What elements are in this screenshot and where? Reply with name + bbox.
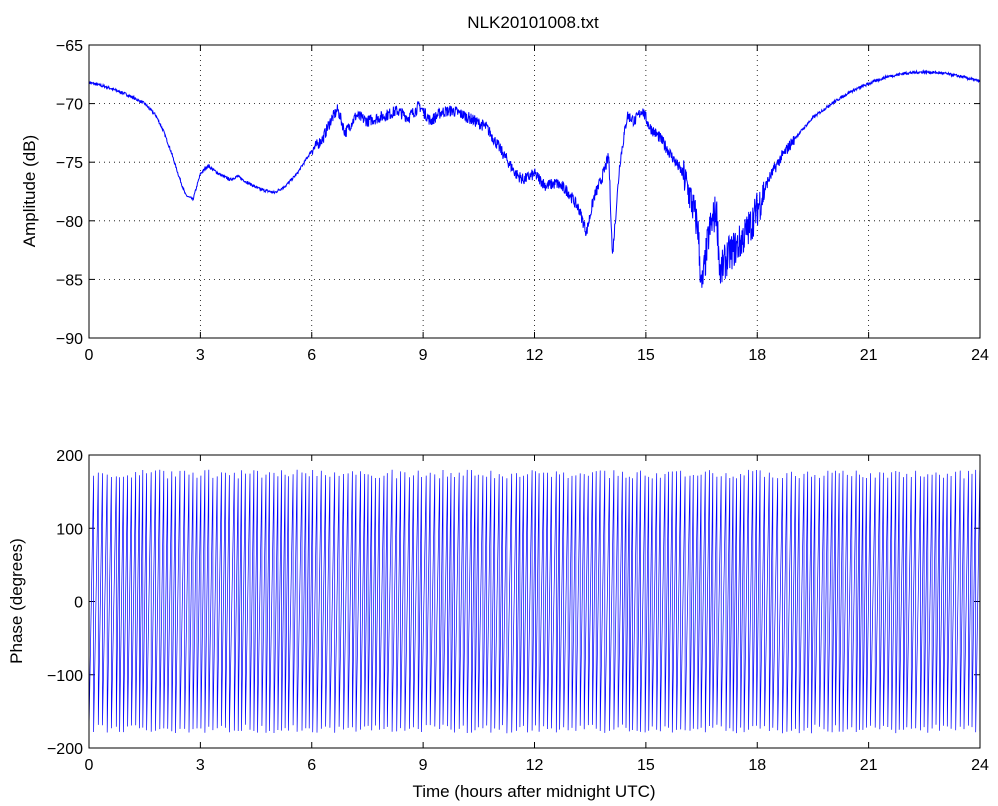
- y-tick-label: −90: [56, 331, 83, 348]
- x-tick-label: 15: [637, 757, 655, 774]
- x-tick-label: 9: [419, 757, 428, 774]
- y-tick-label: −85: [56, 272, 83, 289]
- x-tick-label: 3: [196, 757, 205, 774]
- y-tick-label: −70: [56, 97, 83, 114]
- amplitude-ticks: 0 3 6 9 12 15 18 21 24 −65 −70 −75 −80 −85 −90: [56, 38, 989, 364]
- amplitude-axes-frame: [88, 44, 981, 339]
- x-tick-label: 9: [419, 347, 428, 364]
- amplitude-y-label: Amplitude (dB): [20, 135, 39, 247]
- phase-series-line: [88, 469, 981, 734]
- x-tick-label: 12: [526, 757, 544, 774]
- x-tick-label: 3: [196, 347, 205, 364]
- x-axis-label: Time (hours after midnight UTC): [412, 782, 655, 801]
- y-tick-label: 100: [56, 521, 83, 538]
- x-tick-label: 24: [971, 347, 989, 364]
- x-tick-label: 6: [307, 757, 316, 774]
- x-tick-label: 21: [860, 757, 878, 774]
- x-tick-label: 0: [85, 757, 94, 774]
- x-tick-label: 21: [860, 347, 878, 364]
- y-tick-label: −65: [56, 38, 83, 55]
- x-tick-label: 18: [748, 347, 766, 364]
- x-tick-label: 24: [971, 757, 989, 774]
- y-tick-label: −75: [56, 155, 83, 172]
- phase-y-label: Phase (degrees): [7, 538, 26, 664]
- y-tick-label: −200: [47, 741, 83, 758]
- y-tick-label: 200: [56, 448, 83, 465]
- x-tick-label: 15: [637, 347, 655, 364]
- chart-title: NLK20101008.txt: [467, 13, 599, 32]
- x-tick-label: 18: [748, 757, 766, 774]
- y-tick-label: 0: [74, 595, 83, 612]
- amplitude-grid: [89, 45, 980, 338]
- phase-axes: 0 3 6 9 12 15 18 21 24 200 100 0 −100 −200 Phase (deg…: [7, 448, 989, 801]
- x-tick-label: 6: [307, 347, 316, 364]
- y-tick-label: −100: [47, 668, 83, 685]
- amplitude-series-line: [88, 69, 981, 288]
- y-tick-label: −80: [56, 214, 83, 231]
- phase-axes-frame: [88, 454, 981, 749]
- x-tick-label: 0: [85, 347, 94, 364]
- x-tick-label: 12: [526, 347, 544, 364]
- amplitude-axes: 0 3 6 9 12 15 18 21 24 −65 −70 −75 −80 −85 −90 Amplitu…: [20, 38, 989, 364]
